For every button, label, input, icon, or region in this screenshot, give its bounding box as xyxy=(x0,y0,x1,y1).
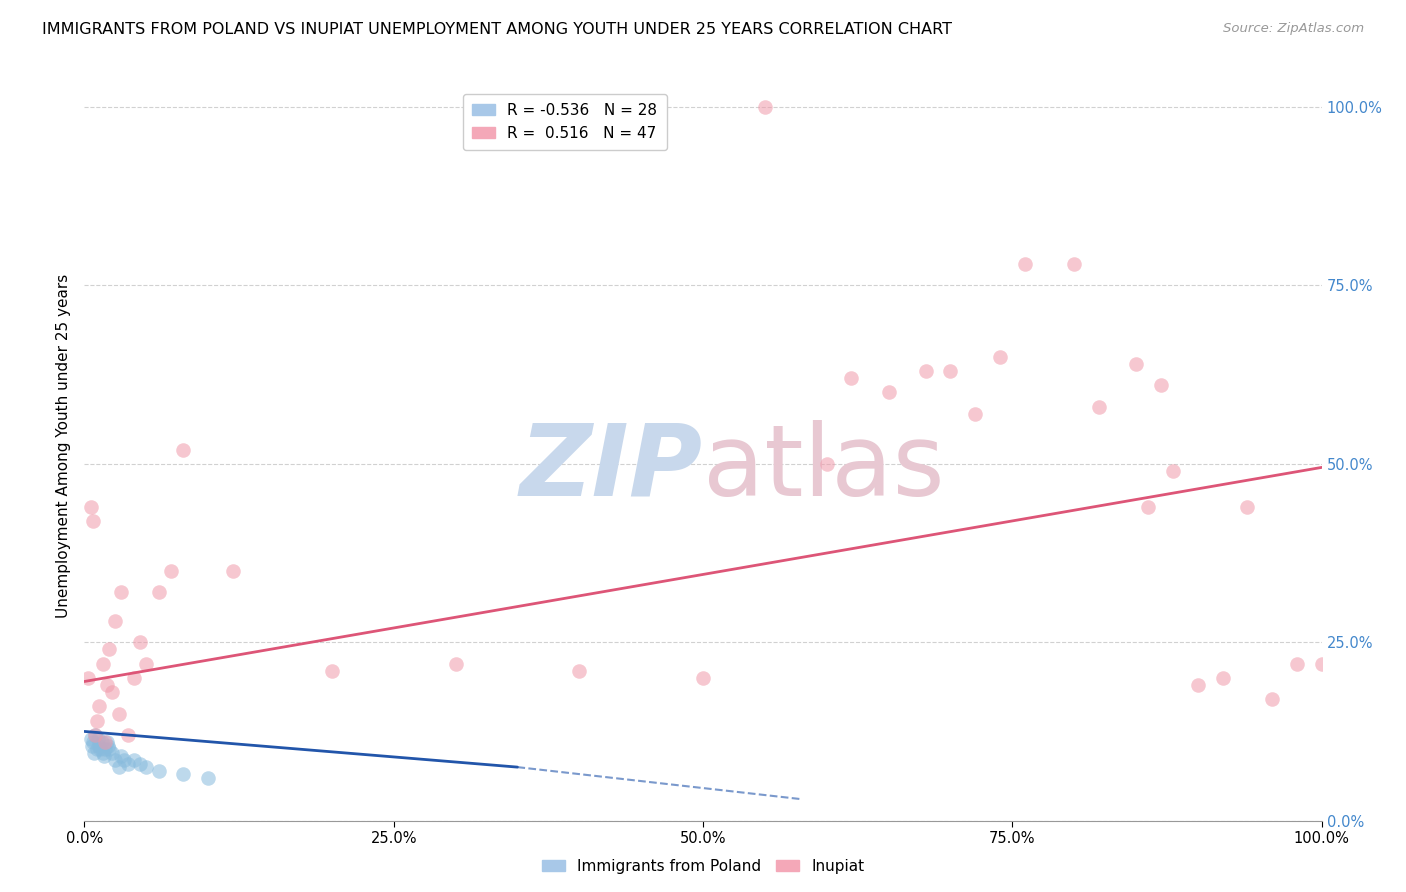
Point xyxy=(965,407,987,421)
Point xyxy=(98,742,121,756)
Point xyxy=(80,739,103,753)
Text: IMMIGRANTS FROM POLAND VS INUPIAT UNEMPLOYMENT AMONG YOUTH UNDER 25 YEARS CORREL: IMMIGRANTS FROM POLAND VS INUPIAT UNEMPL… xyxy=(42,22,952,37)
Point xyxy=(98,642,121,657)
Point xyxy=(172,442,194,457)
Point xyxy=(222,564,245,578)
Point xyxy=(1137,500,1160,514)
Point xyxy=(1063,257,1085,271)
Point xyxy=(97,739,120,753)
Point xyxy=(94,742,117,756)
Point xyxy=(148,585,170,599)
Point xyxy=(1285,657,1308,671)
Point xyxy=(100,685,122,699)
Point xyxy=(321,664,343,678)
Point xyxy=(172,767,194,781)
Point xyxy=(444,657,467,671)
Point xyxy=(129,756,152,771)
Point xyxy=(914,364,936,378)
Point xyxy=(110,749,132,764)
Point xyxy=(104,614,127,628)
Point xyxy=(100,746,122,760)
Point xyxy=(1161,464,1184,478)
Point xyxy=(86,714,108,728)
Point xyxy=(1310,657,1333,671)
Point xyxy=(117,756,139,771)
Point xyxy=(160,564,183,578)
Point xyxy=(83,746,105,760)
Point xyxy=(108,706,131,721)
Point xyxy=(108,760,131,774)
Point xyxy=(104,753,127,767)
Point xyxy=(1187,678,1209,692)
Point xyxy=(939,364,962,378)
Point xyxy=(89,739,111,753)
Point xyxy=(148,764,170,778)
Point xyxy=(89,699,111,714)
Point xyxy=(877,385,900,400)
Point xyxy=(568,664,591,678)
Point xyxy=(82,514,104,528)
Point xyxy=(1088,400,1111,414)
Point xyxy=(122,671,145,685)
Point xyxy=(1125,357,1147,371)
Point xyxy=(1236,500,1258,514)
Point xyxy=(84,728,107,742)
Point xyxy=(90,735,112,749)
Point xyxy=(692,671,714,685)
Point xyxy=(77,671,100,685)
Point xyxy=(86,742,108,756)
Text: ZIP: ZIP xyxy=(520,420,703,517)
Point xyxy=(79,731,101,746)
Point xyxy=(93,749,115,764)
Point xyxy=(815,457,838,471)
Point xyxy=(112,753,135,767)
Point xyxy=(79,500,101,514)
Text: Source: ZipAtlas.com: Source: ZipAtlas.com xyxy=(1223,22,1364,36)
Point xyxy=(988,350,1011,364)
Y-axis label: Unemployment Among Youth under 25 years: Unemployment Among Youth under 25 years xyxy=(56,274,72,618)
Point xyxy=(82,735,104,749)
Point xyxy=(94,735,117,749)
Point xyxy=(96,735,118,749)
Point xyxy=(117,728,139,742)
Legend: Immigrants from Poland, Inupiat: Immigrants from Poland, Inupiat xyxy=(536,853,870,880)
Point xyxy=(110,585,132,599)
Point xyxy=(89,742,111,756)
Text: atlas: atlas xyxy=(703,420,945,517)
Point xyxy=(1150,378,1173,392)
Point xyxy=(91,746,114,760)
Point xyxy=(135,657,157,671)
Point xyxy=(91,657,114,671)
Point xyxy=(122,753,145,767)
Point xyxy=(129,635,152,649)
Point xyxy=(84,728,107,742)
Point xyxy=(1014,257,1036,271)
Point xyxy=(87,731,110,746)
Point xyxy=(135,760,157,774)
Legend: R = -0.536   N = 28, R =  0.516   N = 47: R = -0.536 N = 28, R = 0.516 N = 47 xyxy=(463,94,666,150)
Point xyxy=(96,678,118,692)
Point xyxy=(841,371,863,385)
Point xyxy=(1212,671,1234,685)
Point xyxy=(754,100,776,114)
Point xyxy=(1261,692,1284,706)
Point xyxy=(197,771,219,785)
